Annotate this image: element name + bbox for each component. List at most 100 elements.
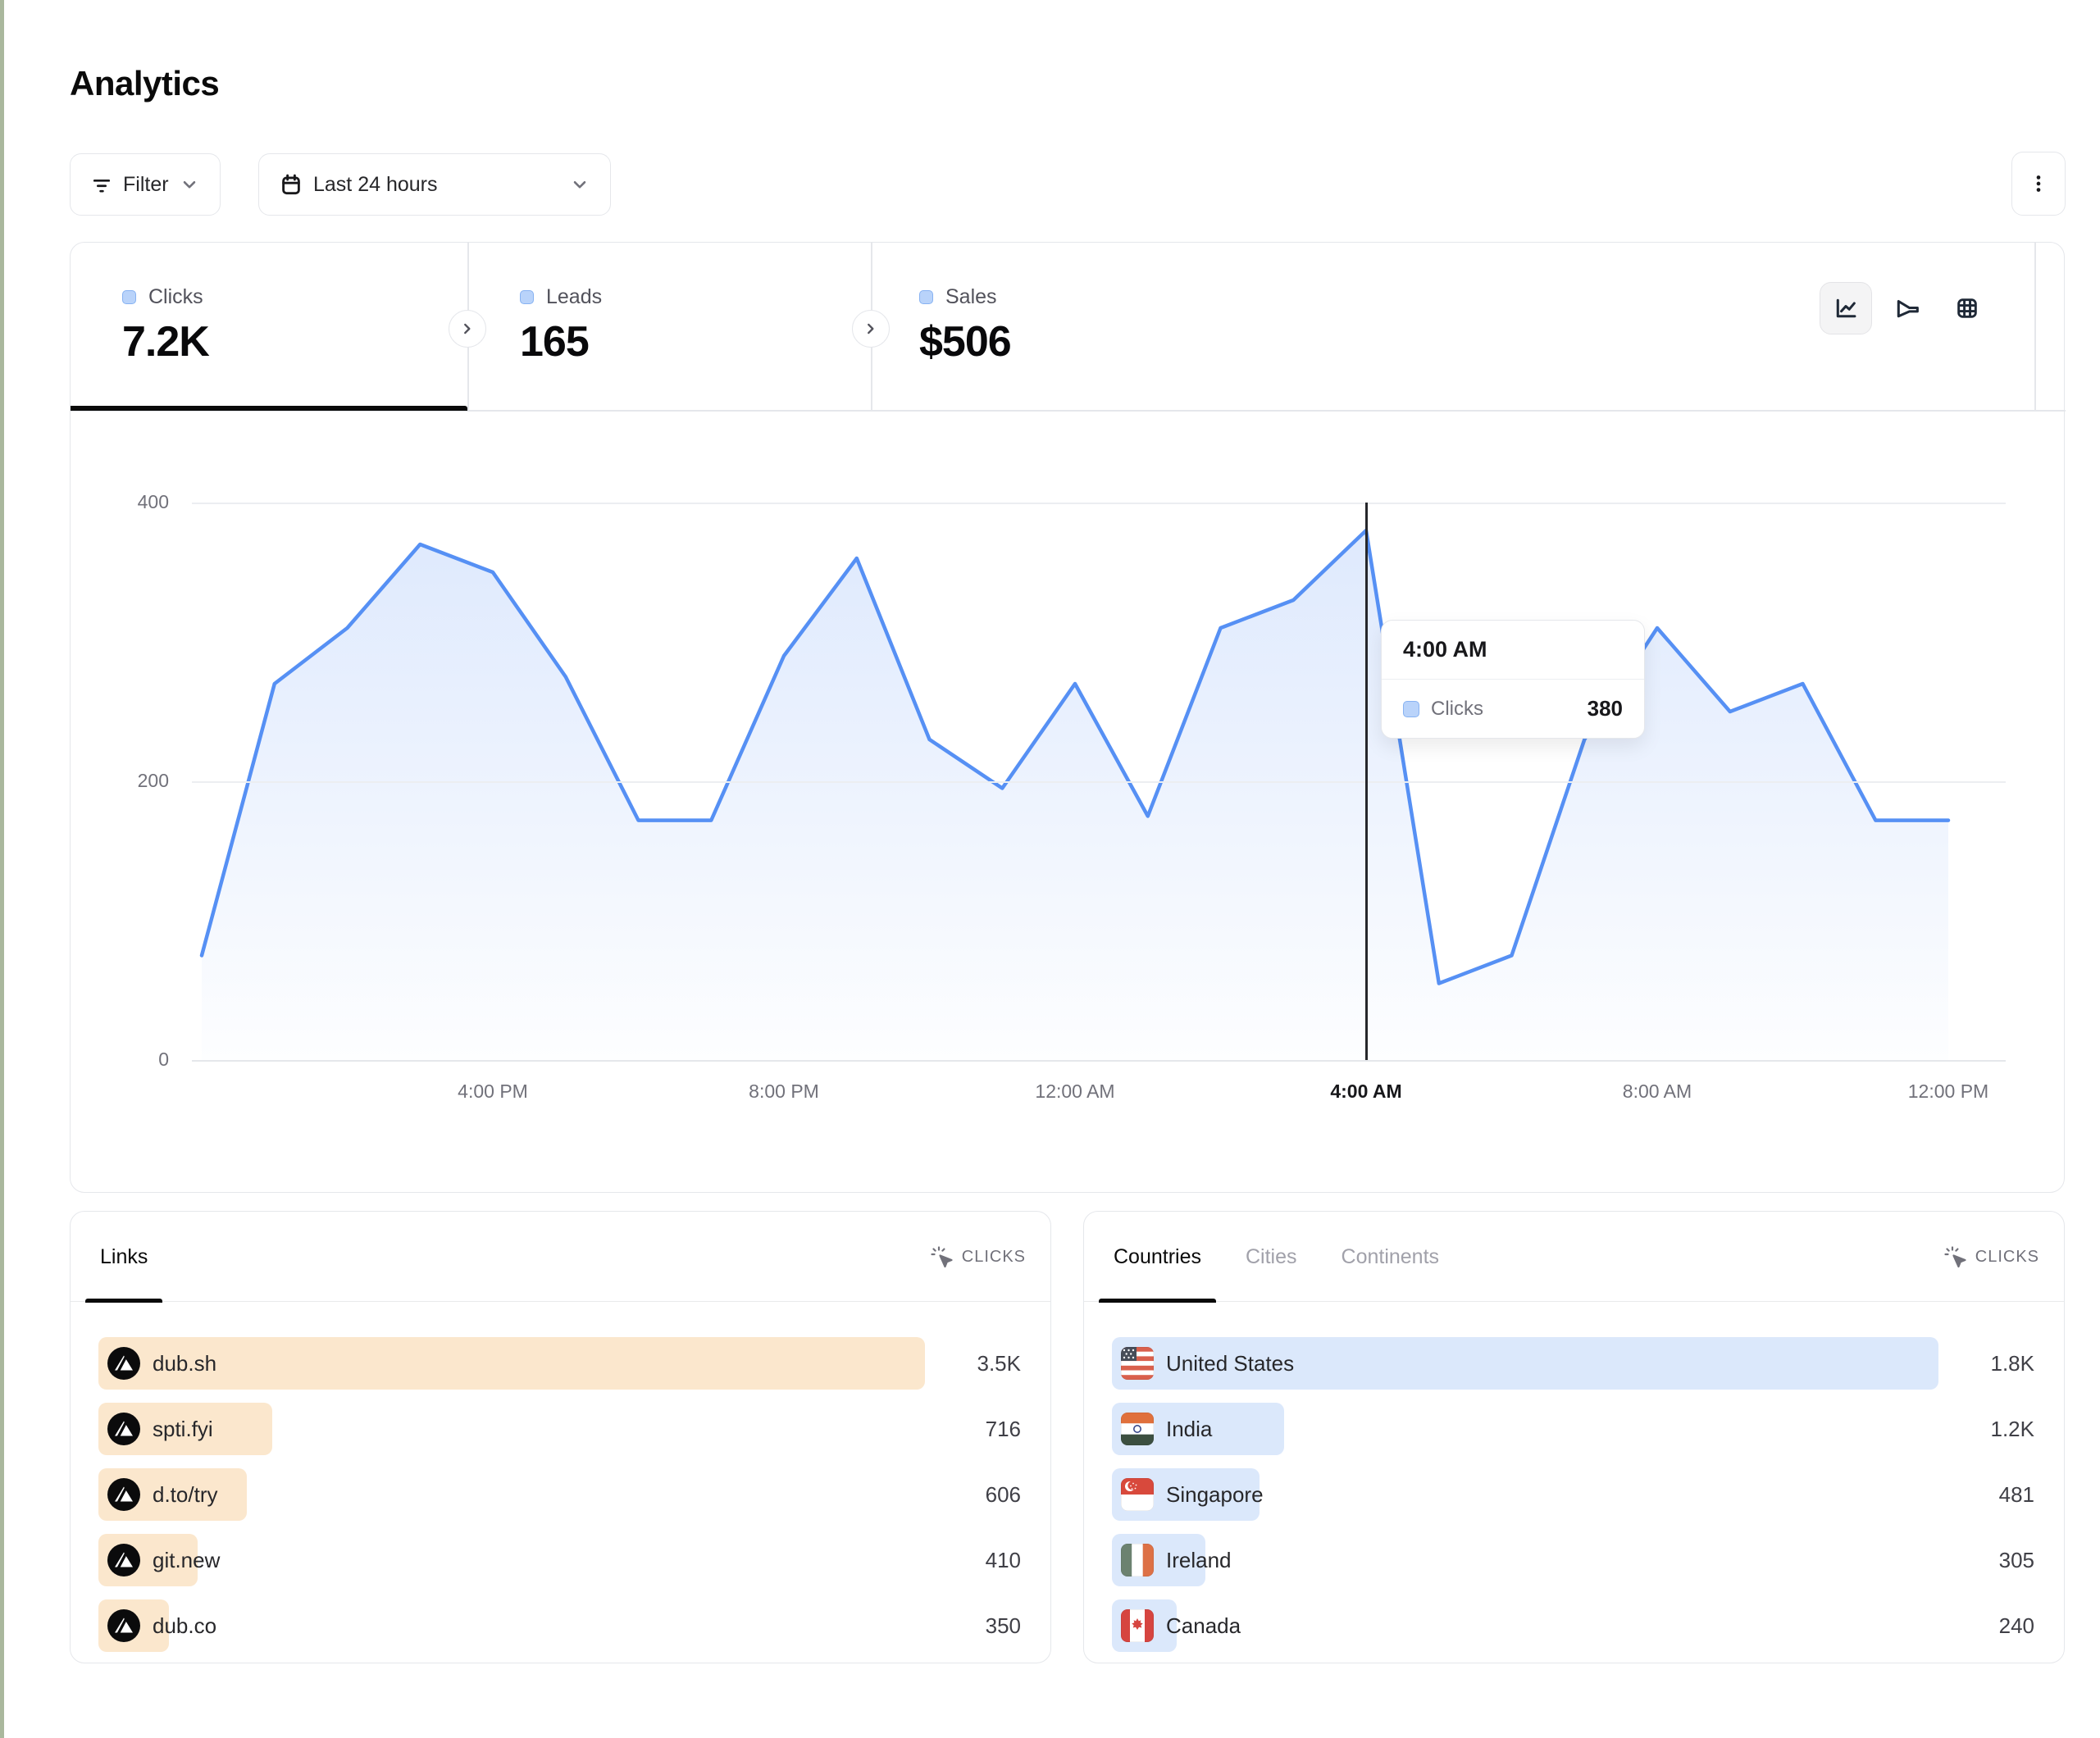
filter-button[interactable]: Filter <box>70 153 221 216</box>
geo-metric-label: CLICKS <box>1975 1247 2039 1266</box>
series-chip <box>122 290 136 304</box>
links-panel: Links CLICKS dub.sh 3.5K spti.fyi 716 d.to/t… <box>70 1211 1051 1663</box>
funnel-icon <box>1897 299 1919 318</box>
tab-countries[interactable]: Countries <box>1099 1212 1216 1303</box>
row-label: United States <box>1166 1351 1295 1376</box>
line-chart-toggle[interactable] <box>1820 282 1872 334</box>
row-label: d.to/try <box>153 1482 218 1507</box>
link-row[interactable]: dub.sh 3.5K <box>98 1337 1021 1390</box>
dub-logo-icon <box>107 1544 140 1576</box>
x-axis-tick: 12:00 PM <box>1907 1081 1989 1102</box>
links-metric-selector[interactable]: CLICKS <box>929 1212 1026 1302</box>
country-row[interactable]: Ireland 305 <box>1112 1534 2034 1586</box>
gridline <box>192 1060 2006 1062</box>
stat-tab-sales[interactable]: Sales $506 <box>919 243 1231 411</box>
stat-value: $506 <box>919 318 1012 366</box>
stat-label: Clicks <box>148 285 203 308</box>
tooltip-value: 380 <box>1587 696 1623 721</box>
gridline <box>192 503 2006 504</box>
geo-panel: Countries Cities Continents CLICKS United … <box>1083 1211 2065 1663</box>
x-axis-tick: 12:00 AM <box>1035 1081 1115 1102</box>
geo-metric-selector[interactable]: CLICKS <box>1943 1212 2039 1302</box>
row-value: 716 <box>985 1417 1021 1441</box>
window-edge-strip <box>0 0 4 1738</box>
dub-logo-icon <box>107 1478 140 1511</box>
kebab-menu-icon <box>2027 172 2050 195</box>
chevron-right-icon <box>868 323 874 334</box>
value-bar <box>1112 1337 1938 1390</box>
chart-crosshair <box>1364 503 1368 1060</box>
next-metric-button[interactable] <box>852 310 890 348</box>
calendar-icon <box>279 172 303 197</box>
gridline <box>192 781 2006 783</box>
row-value: 240 <box>1998 1613 2034 1638</box>
us-flag-icon <box>1121 1347 1154 1380</box>
row-value: 606 <box>985 1482 1021 1507</box>
row-label: Ireland <box>1166 1548 1232 1572</box>
link-row[interactable]: git.new 410 <box>98 1534 1021 1586</box>
row-value: 305 <box>1998 1548 2034 1572</box>
country-row[interactable]: Canada 240 <box>1112 1599 2034 1652</box>
y-axis-tick: 200 <box>137 770 169 791</box>
value-bar <box>98 1337 925 1390</box>
line-chart-icon <box>1836 298 1856 318</box>
chevron-down-icon <box>569 174 590 195</box>
row-label: India <box>1166 1417 1213 1441</box>
sg-flag-icon <box>1121 1478 1154 1511</box>
row-value: 3.5K <box>977 1351 1022 1376</box>
page-title: Analytics <box>70 64 220 102</box>
x-axis-tick: 4:00 AM <box>1330 1081 1402 1102</box>
tab-cities[interactable]: Cities <box>1246 1244 1297 1268</box>
tab-continents[interactable]: Continents <box>1341 1244 1440 1268</box>
ie-flag-icon <box>1121 1544 1154 1576</box>
row-label: Canada <box>1166 1613 1241 1638</box>
in-flag-icon <box>1121 1413 1154 1445</box>
more-options-button[interactable] <box>2011 152 2066 216</box>
stat-tab-clicks[interactable]: Clicks 7.2K <box>122 243 434 411</box>
chart-tooltip: 4:00 AM Clicks 380 <box>1381 620 1645 739</box>
links-metric-label: CLICKS <box>961 1247 1026 1266</box>
series-chip <box>520 290 534 304</box>
link-row[interactable]: spti.fyi 716 <box>98 1403 1021 1455</box>
row-label: dub.sh <box>153 1351 217 1376</box>
country-row[interactable]: India 1.2K <box>1112 1403 2034 1455</box>
link-row[interactable]: d.to/try 606 <box>98 1468 1021 1521</box>
link-row[interactable]: dub.co 350 <box>98 1599 1021 1652</box>
chevron-right-icon <box>464 323 471 334</box>
row-label: git.new <box>153 1548 221 1572</box>
funnel-view-toggle[interactable] <box>1880 282 1933 334</box>
x-axis-tick: 4:00 PM <box>458 1081 528 1102</box>
active-tab-underline <box>71 406 467 411</box>
clicks-area-chart[interactable] <box>194 493 1965 1067</box>
stat-tab-leads[interactable]: Leads 165 <box>520 243 831 411</box>
row-label: dub.co <box>153 1613 217 1638</box>
filter-button-label: Filter <box>123 172 169 196</box>
analytics-card: Clicks 7.2K Leads 165 Sales $506 <box>70 242 2066 1193</box>
tooltip-time: 4:00 AM <box>1382 621 1644 680</box>
tab-links[interactable]: Links <box>84 1212 163 1303</box>
stat-label: Sales <box>945 285 997 308</box>
country-row[interactable]: United States 1.8K <box>1112 1337 2034 1390</box>
dub-logo-icon <box>107 1413 140 1445</box>
x-axis-tick: 8:00 PM <box>749 1081 819 1102</box>
stat-value: 165 <box>520 318 590 366</box>
chart-area-fill <box>202 530 1948 1060</box>
row-label: spti.fyi <box>153 1417 213 1441</box>
date-range-button[interactable]: Last 24 hours <box>258 153 611 216</box>
row-value: 481 <box>1998 1482 2034 1507</box>
table-view-toggle[interactable] <box>1941 282 1993 334</box>
date-range-label: Last 24 hours <box>313 172 438 196</box>
grid-table-icon <box>1957 298 1977 318</box>
tab-divider <box>2034 243 2036 411</box>
filter-icon <box>90 173 113 196</box>
series-chip <box>919 290 933 304</box>
tooltip-series-label: Clicks <box>1431 697 1483 720</box>
next-metric-button[interactable] <box>449 310 486 348</box>
chart-line <box>199 528 1951 985</box>
geo-panel-header: Countries Cities Continents CLICKS <box>1084 1212 2064 1303</box>
row-value: 410 <box>985 1548 1021 1572</box>
cursor-click-icon <box>929 1244 954 1269</box>
country-row[interactable]: Singapore 481 <box>1112 1468 2034 1521</box>
y-axis-tick: 400 <box>137 491 169 512</box>
